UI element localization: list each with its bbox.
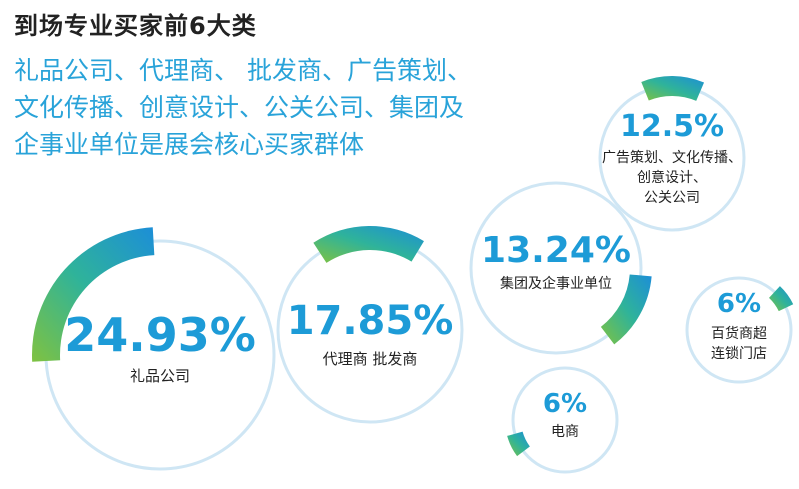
arcs-layer: [32, 76, 794, 457]
category-label-2-line-1: 代理商 批发商: [323, 350, 418, 368]
labels-layer: 24.93% 礼品公司 17.85% 代理商 批发商 13.24% 集团及企事业单位 12.…: [64, 109, 767, 440]
category-label-3-line-1: 集团及企事业单位: [500, 275, 612, 292]
category-arc-6: [507, 431, 530, 457]
category-label-5-line-2: 连锁门店: [711, 346, 767, 362]
category-ring-3: [469, 181, 643, 355]
page-title: 到场专业买家前6大类: [14, 12, 257, 40]
category-value-5: 6%: [717, 289, 761, 319]
subtitle-line-3: 企事业单位是展会核心买家群体: [14, 130, 365, 159]
category-ring-6: [511, 366, 619, 474]
category-label-6-line-1: 电商: [551, 424, 579, 440]
category-label-5-line-1: 百货商超: [711, 325, 767, 342]
category-arc-2: [313, 226, 424, 263]
category-ring-5: [685, 276, 793, 384]
category-value-6: 6%: [543, 389, 587, 419]
category-arc-1: [32, 227, 155, 362]
category-value-3: 13.24%: [481, 230, 631, 271]
subtitle-line-1: 礼品公司、代理商、 批发商、广告策划、: [14, 56, 472, 85]
subtitle: 礼品公司、代理商、 批发商、广告策划、 文化传播、创意设计、公关公司、集团及 企…: [14, 52, 472, 163]
rings-layer: [44, 84, 793, 474]
category-value-2: 17.85%: [287, 298, 454, 344]
category-value-4: 12.5%: [620, 109, 724, 144]
category-label-4-line-1: 广告策划、文化传播、: [602, 149, 742, 166]
category-arc-5: [769, 286, 794, 312]
category-label-1-line-1: 礼品公司: [130, 367, 190, 385]
category-label-4-line-2: 创意设计、: [637, 169, 707, 186]
category-arc-3: [600, 274, 652, 345]
category-value-1: 24.93%: [64, 308, 256, 362]
category-arc-4: [641, 76, 705, 101]
category-label-4-line-3: 公关公司: [644, 190, 700, 206]
subtitle-line-2: 文化传播、创意设计、公关公司、集团及: [14, 93, 465, 122]
